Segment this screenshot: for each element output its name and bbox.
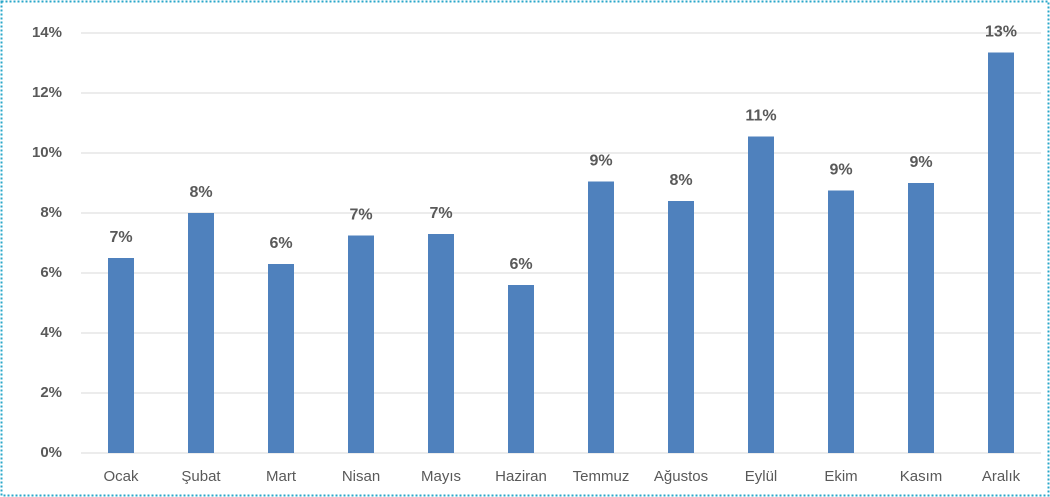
data-label: 8% xyxy=(189,184,212,201)
y-tick-label: 14% xyxy=(32,24,62,41)
y-tick-label: 10% xyxy=(32,144,62,161)
x-tick-label: Ekim xyxy=(824,468,857,485)
y-tick-label: 2% xyxy=(40,384,62,401)
bar xyxy=(268,264,294,453)
data-label: 13% xyxy=(985,24,1017,41)
data-label: 6% xyxy=(269,235,292,252)
data-label: 9% xyxy=(829,162,852,179)
x-tick-label: Şubat xyxy=(181,468,221,485)
bar xyxy=(428,234,454,453)
data-label: 6% xyxy=(509,256,532,273)
bar xyxy=(908,183,934,453)
y-tick-label: 12% xyxy=(32,84,62,101)
bar xyxy=(348,235,374,453)
x-tick-label: Mayıs xyxy=(421,468,461,485)
bar xyxy=(748,136,774,453)
bar xyxy=(988,52,1014,453)
x-tick-label: Temmuz xyxy=(573,468,630,485)
y-tick-label: 4% xyxy=(40,324,62,341)
data-label: 9% xyxy=(909,154,932,171)
data-label: 7% xyxy=(349,207,372,224)
y-tick-label: 0% xyxy=(40,444,62,461)
data-label: 7% xyxy=(429,205,452,222)
x-tick-label: Eylül xyxy=(745,468,778,485)
bar xyxy=(828,190,854,453)
x-tick-label: Kasım xyxy=(900,468,943,485)
bar xyxy=(508,285,534,453)
y-tick-label: 8% xyxy=(40,204,62,221)
x-tick-label: Nisan xyxy=(342,468,380,485)
bar xyxy=(668,201,694,453)
x-tick-label: Haziran xyxy=(495,468,547,485)
x-tick-label: Ağustos xyxy=(654,468,708,485)
x-tick-label: Ocak xyxy=(103,468,139,485)
data-label: 7% xyxy=(109,229,132,246)
data-label: 9% xyxy=(589,153,612,170)
x-tick-label: Mart xyxy=(266,468,297,485)
y-tick-label: 6% xyxy=(40,264,62,281)
bar xyxy=(188,213,214,453)
data-label: 11% xyxy=(745,108,776,125)
x-tick-label: Aralık xyxy=(982,468,1021,485)
data-label: 8% xyxy=(669,172,692,189)
bar xyxy=(588,181,614,453)
bar xyxy=(108,258,134,453)
